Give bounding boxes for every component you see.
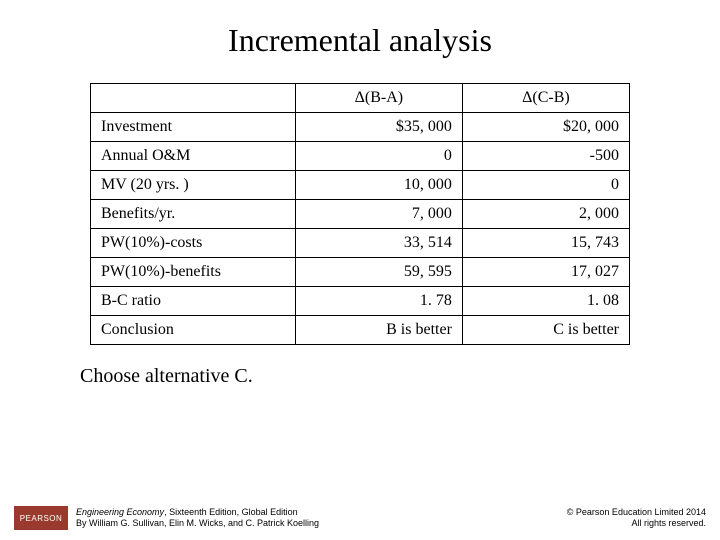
table-row: Benefits/yr. 7, 000 2, 000 [91, 200, 630, 229]
table-row: Investment $35, 000 $20, 000 [91, 113, 630, 142]
row-val-1: 1. 78 [295, 287, 462, 316]
row-label: Conclusion [91, 316, 296, 345]
slide-title: Incremental analysis [0, 0, 720, 83]
row-label: PW(10%)-benefits [91, 258, 296, 287]
footer-left: PEARSON Engineering Economy, Sixteenth E… [14, 506, 319, 530]
row-val-1: 0 [295, 142, 462, 171]
row-label: PW(10%)-costs [91, 229, 296, 258]
header-blank [91, 84, 296, 113]
row-val-1: $35, 000 [295, 113, 462, 142]
row-val-2: 1. 08 [462, 287, 629, 316]
row-val-1: 7, 000 [295, 200, 462, 229]
header-col-2: Δ(C-B) [462, 84, 629, 113]
footer-right: © Pearson Education Limited 2014 All rig… [567, 507, 706, 530]
row-val-2: 17, 027 [462, 258, 629, 287]
copyright-line-1: © Pearson Education Limited 2014 [567, 507, 706, 518]
row-val-1: 59, 595 [295, 258, 462, 287]
row-val-1: B is better [295, 316, 462, 345]
row-label: Benefits/yr. [91, 200, 296, 229]
table-header-row: Δ(B-A) Δ(C-B) [91, 84, 630, 113]
row-val-2: 0 [462, 171, 629, 200]
table-row: MV (20 yrs. ) 10, 000 0 [91, 171, 630, 200]
row-val-2: -500 [462, 142, 629, 171]
analysis-table: Δ(B-A) Δ(C-B) Investment $35, 000 $20, 0… [90, 83, 630, 345]
table-row: PW(10%)-costs 33, 514 15, 743 [91, 229, 630, 258]
row-val-1: 33, 514 [295, 229, 462, 258]
book-authors: By William G. Sullivan, Elin M. Wicks, a… [76, 518, 319, 529]
table-row: PW(10%)-benefits 59, 595 17, 027 [91, 258, 630, 287]
pearson-logo: PEARSON [14, 506, 68, 530]
row-val-2: $20, 000 [462, 113, 629, 142]
row-label: MV (20 yrs. ) [91, 171, 296, 200]
row-label: Investment [91, 113, 296, 142]
analysis-table-wrap: Δ(B-A) Δ(C-B) Investment $35, 000 $20, 0… [90, 83, 630, 345]
footer-citation: Engineering Economy, Sixteenth Edition, … [76, 507, 319, 530]
header-col-1: Δ(B-A) [295, 84, 462, 113]
book-subtitle: , Sixteenth Edition, Global Edition [164, 507, 298, 517]
row-val-2: C is better [462, 316, 629, 345]
row-val-2: 15, 743 [462, 229, 629, 258]
row-label: Annual O&M [91, 142, 296, 171]
copyright-line-2: All rights reserved. [567, 518, 706, 529]
row-val-1: 10, 000 [295, 171, 462, 200]
table-row: B-C ratio 1. 78 1. 08 [91, 287, 630, 316]
book-title: Engineering Economy [76, 507, 164, 517]
row-val-2: 2, 000 [462, 200, 629, 229]
row-label: B-C ratio [91, 287, 296, 316]
conclusion-text: Choose alternative C. [80, 365, 720, 388]
slide-footer: PEARSON Engineering Economy, Sixteenth E… [0, 506, 720, 530]
table-row: Annual O&M 0 -500 [91, 142, 630, 171]
table-row: Conclusion B is better C is better [91, 316, 630, 345]
